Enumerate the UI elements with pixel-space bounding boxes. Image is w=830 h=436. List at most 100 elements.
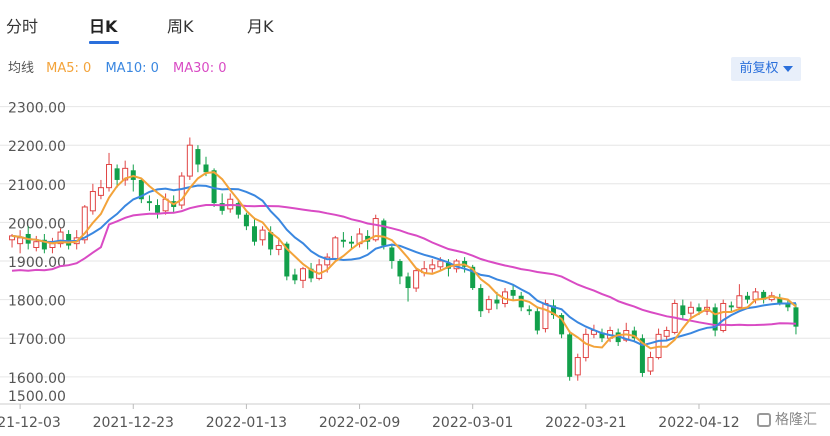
candle-body (437, 260, 444, 268)
candle-body (785, 303, 791, 308)
y-tick-label: 2200.00 (8, 139, 66, 155)
x-tick-label: 2022-03-21 (545, 415, 626, 431)
x-tick-label: 2021-12-23 (93, 415, 174, 431)
candle-body (275, 245, 282, 250)
candle-body (33, 241, 40, 249)
candle-body (559, 315, 565, 335)
candle-body (599, 332, 605, 339)
x-tick-label: 2022-04-12 (658, 415, 739, 431)
candle-body (567, 334, 573, 377)
candle-body (687, 306, 694, 314)
candle-body (106, 163, 113, 189)
candle-body (155, 205, 161, 213)
candle-body (470, 266, 476, 289)
watermark-text: 格隆汇 (775, 412, 817, 428)
candle-body (494, 299, 500, 304)
candle-body (122, 167, 129, 181)
candle-body (639, 338, 645, 373)
candle-body (89, 191, 96, 212)
candle-body (631, 330, 637, 339)
candle-body (195, 149, 201, 165)
ma5-line (11, 171, 797, 350)
candle-body (485, 299, 492, 310)
y-tick-label: 2100.00 (8, 178, 66, 194)
candle-body (348, 241, 354, 244)
candle-body (551, 305, 557, 316)
candle-body (478, 288, 484, 312)
x-tick-label: 2022-03-01 (432, 415, 513, 431)
candle-body (381, 220, 387, 246)
candle-body (397, 261, 403, 277)
price-adjust-label: 前复权 (739, 61, 779, 76)
candle-body (66, 233, 72, 246)
ma30-line (11, 203, 797, 327)
ma10-line (11, 184, 797, 347)
candle-body (647, 357, 654, 372)
candle-body (761, 291, 767, 300)
candle-body (243, 214, 249, 227)
y-tick-label: 1800.00 (8, 294, 66, 310)
candle-body (211, 170, 217, 204)
candle-body (582, 333, 589, 359)
candle-body (405, 276, 411, 289)
candle-body (251, 226, 257, 242)
watermark: 格隆汇 (754, 408, 820, 432)
candle-body (97, 187, 104, 196)
ma-legend: 均线 MA5: 0 MA10: 0 MA30: 0 (8, 58, 236, 80)
candle-body (518, 295, 524, 308)
legend-ma30: MA30: 0 (173, 61, 227, 76)
candle-body (663, 330, 670, 337)
candle-body (186, 144, 193, 177)
y-tick-label: 2000.00 (8, 216, 66, 232)
candle-body (736, 295, 743, 308)
tab-weekly-k[interactable]: 周K (167, 17, 194, 36)
logo-icon (757, 413, 771, 427)
candle-body (81, 206, 88, 241)
candle-body (777, 297, 783, 304)
candle-body (534, 311, 540, 331)
y-tick-label: 2300.00 (8, 101, 66, 117)
x-tick-label: 2021-12-03 (0, 415, 61, 431)
legend-ma10: MA10: 0 (105, 61, 159, 76)
candle-body (219, 203, 225, 211)
candle-body (744, 295, 750, 300)
candle-body (138, 179, 144, 200)
chevron-down-icon (782, 65, 793, 72)
candle-body (114, 168, 120, 180)
x-tick-label: 2022-02-09 (319, 415, 400, 431)
active-tab-indicator (89, 41, 119, 44)
candle-body (299, 268, 306, 281)
x-tick-label: 2022-01-13 (206, 415, 287, 431)
y-tick-label: 1700.00 (8, 332, 66, 348)
candle-body (332, 237, 339, 260)
tab-monthly-k[interactable]: 月K (247, 17, 274, 36)
y-tick-label: 1500.00 (8, 389, 66, 405)
candle-body (17, 237, 24, 245)
candle-body (389, 247, 395, 262)
candle-body (57, 231, 64, 245)
candle-body (372, 218, 379, 241)
candle-body (268, 232, 274, 250)
candle-body (574, 357, 581, 376)
tab-daily-k[interactable]: 日K (89, 17, 118, 36)
tab-intraday[interactable]: 分时 (6, 17, 39, 36)
candle-body (510, 289, 516, 296)
candle-body (203, 164, 209, 173)
y-tick-label: 1900.00 (8, 255, 66, 271)
candle-body (146, 201, 152, 204)
candle-body (696, 307, 702, 312)
legend-ma5: MA5: 0 (46, 61, 92, 76)
candlestick-chart: 2300.00 2200.00 2100.00 2000.00 1900.00 1800.… (0, 101, 830, 431)
y-tick-label: 1600.00 (8, 371, 66, 387)
candle-body (324, 256, 331, 266)
candle-body (41, 239, 47, 250)
candle-body (542, 302, 549, 330)
candle-body (526, 309, 532, 312)
candle-body (720, 302, 727, 332)
candle-body (284, 243, 290, 277)
candle-body (680, 305, 686, 316)
legend-label: 均线 (8, 61, 35, 76)
candle-body (178, 175, 185, 206)
candle-body (316, 264, 323, 279)
price-adjust-dropdown[interactable]: 前复权 (731, 57, 801, 81)
